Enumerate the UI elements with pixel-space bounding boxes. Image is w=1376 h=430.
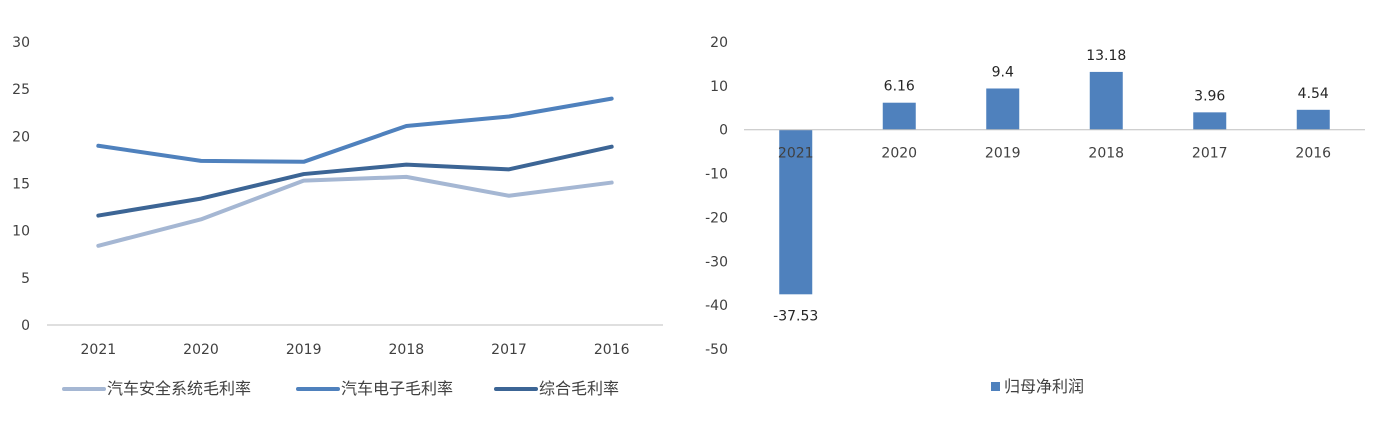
margin-line-chart: 0 5 10 15 20 25 30 2021 2020 2019 2018 2017 2016 汽车安全… [12,35,663,398]
data-label: 13.18 [1086,48,1126,64]
y-tick-label: 5 [21,271,30,287]
legend-label: 汽车电子毛利率 [341,379,453,398]
x-tick-label: 2020 [183,342,219,358]
net-profit-bar-chart: -50 -40 -30 -20 -10 0 10 20 -37.53 6.16 9.4 13.18 3.… [705,35,1365,396]
bar [779,129,813,295]
legend-label: 综合毛利率 [539,379,619,398]
y-tick-label: 20 [710,35,728,51]
x-tick-label: 2018 [389,342,425,358]
y-tick-label: 10 [12,224,30,240]
legend-label: 归母净利润 [1004,377,1084,396]
series-line-2 [96,144,614,218]
y-tick-label: 15 [12,177,30,193]
y-tick-label: 10 [710,79,728,95]
legend-label: 汽车安全系统毛利率 [107,379,251,398]
x-tick-label: 2016 [594,342,630,358]
bar [882,102,916,130]
y-tick-label: 25 [12,82,30,98]
data-label: -37.53 [773,308,818,324]
series-line-1 [96,96,614,164]
x-tick-label: 2019 [286,342,322,358]
bar [1089,71,1123,130]
x-tick-label: 2021 [778,146,814,162]
x-tick-label: 2017 [1192,146,1228,162]
y-tick-label: -40 [705,298,728,314]
y-tick-label: 20 [12,129,30,145]
data-label: 3.96 [1194,88,1225,104]
y-tick-label: -30 [705,254,728,270]
data-label: 4.54 [1298,86,1329,102]
y-tick-label: -50 [705,342,728,358]
y-tick-label: -10 [705,167,728,183]
x-tick-label: 2021 [81,342,117,358]
data-label: 9.4 [992,64,1014,80]
y-tick-label: -20 [705,210,728,226]
legend-swatch [991,382,1000,391]
x-tick-label: 2016 [1295,146,1331,162]
series-line-0 [96,174,614,248]
x-tick-label: 2020 [881,146,917,162]
bar [1193,112,1227,130]
x-tick-label: 2019 [985,146,1021,162]
bar [1296,109,1330,130]
data-label: 6.16 [884,79,915,95]
bar [986,88,1020,130]
x-tick-label: 2018 [1088,146,1124,162]
y-tick-label: 0 [21,318,30,334]
y-tick-label: 0 [719,123,728,139]
y-tick-label: 30 [12,35,30,51]
x-tick-label: 2017 [491,342,527,358]
